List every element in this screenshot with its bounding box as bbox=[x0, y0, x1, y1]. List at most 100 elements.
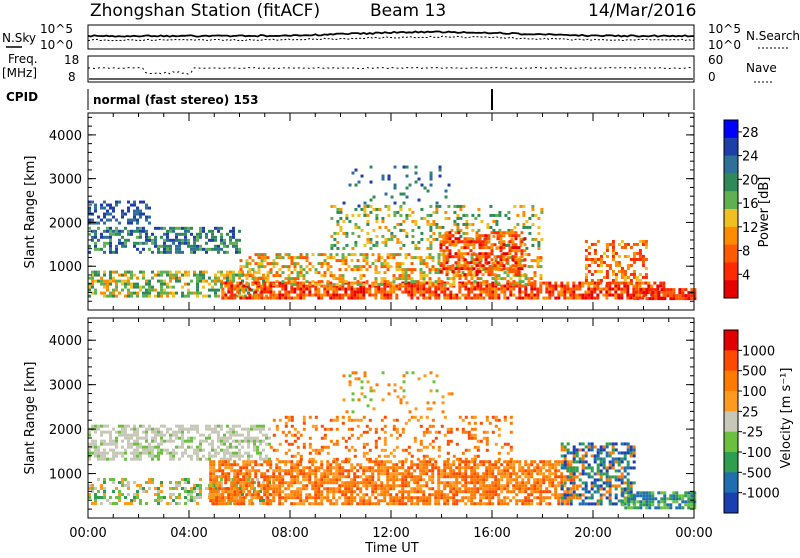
echo-cell bbox=[238, 434, 241, 437]
echo-cell bbox=[463, 237, 466, 240]
echo-cell bbox=[406, 175, 409, 178]
echo-cell bbox=[251, 484, 254, 487]
echo-cell bbox=[281, 475, 284, 478]
echo-cell bbox=[540, 256, 543, 259]
echo-cell bbox=[345, 259, 348, 262]
echo-cell bbox=[275, 463, 278, 466]
echo-cell bbox=[473, 487, 476, 490]
echo-cell bbox=[557, 297, 560, 300]
echo-cell bbox=[456, 214, 459, 217]
echo-cell bbox=[508, 267, 511, 270]
echo-cell bbox=[591, 273, 594, 276]
echo-cell bbox=[351, 232, 354, 235]
echo-cell bbox=[578, 294, 581, 297]
echo-cell bbox=[151, 440, 154, 443]
echo-cell bbox=[359, 294, 362, 297]
echo-cell bbox=[381, 262, 384, 265]
echo-cell bbox=[626, 285, 629, 288]
echo-cell bbox=[427, 190, 430, 193]
echo-cell bbox=[217, 434, 220, 437]
echo-cell bbox=[435, 431, 438, 434]
echo-cell bbox=[166, 236, 169, 239]
echo-cell bbox=[115, 496, 118, 499]
echo-cell bbox=[394, 202, 397, 205]
echo-cell bbox=[281, 481, 284, 484]
echo-cell bbox=[681, 297, 684, 300]
echo-cell bbox=[357, 437, 360, 440]
echo-cell bbox=[375, 443, 378, 446]
echo-cell bbox=[413, 487, 416, 490]
echo-cell bbox=[124, 452, 127, 455]
echo-cell bbox=[396, 446, 399, 449]
echo-cell bbox=[133, 274, 136, 277]
echo-cell bbox=[361, 175, 364, 178]
echo-cell bbox=[407, 493, 410, 496]
colorbar-segment bbox=[724, 209, 738, 227]
echo-cell bbox=[464, 502, 467, 505]
echo-cell bbox=[276, 274, 279, 277]
echo-cell bbox=[178, 496, 181, 499]
echo-cell bbox=[551, 294, 554, 297]
echo-cell bbox=[497, 502, 500, 505]
echo-cell bbox=[335, 463, 338, 466]
echo-cell bbox=[362, 291, 365, 294]
echo-cell bbox=[130, 233, 133, 236]
echo-cell bbox=[260, 496, 263, 499]
echo-cell bbox=[411, 455, 414, 458]
echo-cell bbox=[363, 431, 366, 434]
echo-cell bbox=[330, 244, 333, 247]
echo-cell bbox=[454, 243, 457, 246]
echo-cell bbox=[437, 493, 440, 496]
echo-cell bbox=[272, 487, 275, 490]
echo-cell bbox=[238, 425, 241, 428]
echo-cell bbox=[388, 175, 391, 178]
echo-cell bbox=[181, 286, 184, 289]
echo-cell bbox=[385, 193, 388, 196]
echo-cell bbox=[121, 452, 124, 455]
echo-cell bbox=[524, 475, 527, 478]
echo-cell bbox=[242, 463, 245, 466]
echo-cell bbox=[432, 220, 435, 223]
echo-cell bbox=[341, 490, 344, 493]
echo-cell bbox=[387, 455, 390, 458]
echo-cell bbox=[148, 236, 151, 239]
echo-cell bbox=[452, 502, 455, 505]
echo-cell bbox=[284, 481, 287, 484]
echo-cell bbox=[477, 449, 480, 452]
echo-cell bbox=[669, 294, 672, 297]
echo-cell bbox=[396, 262, 399, 265]
echo-cell bbox=[238, 452, 241, 455]
echo-cell bbox=[224, 502, 227, 505]
echo-cell bbox=[539, 499, 542, 502]
echo-cell bbox=[413, 285, 416, 288]
echo-cell bbox=[148, 487, 151, 490]
echo-cell bbox=[245, 466, 248, 469]
echo-cell bbox=[539, 502, 542, 505]
echo-cell bbox=[387, 238, 390, 241]
echo-cell bbox=[370, 199, 373, 202]
echo-cell bbox=[335, 478, 338, 481]
echo-cell bbox=[499, 246, 502, 249]
echo-cell bbox=[585, 264, 588, 267]
echo-cell bbox=[681, 288, 684, 291]
echo-cell bbox=[160, 434, 163, 437]
echo-cell bbox=[212, 487, 215, 490]
echo-cell bbox=[187, 440, 190, 443]
echo-cell bbox=[154, 289, 157, 292]
echo-cell bbox=[284, 282, 287, 285]
echo-cell bbox=[422, 297, 425, 300]
echo-cell bbox=[500, 469, 503, 472]
echo-cell bbox=[456, 443, 459, 446]
echo-cell bbox=[199, 478, 202, 481]
echo-cell bbox=[405, 253, 408, 256]
echo-cell bbox=[223, 443, 226, 446]
echo-cell bbox=[478, 243, 481, 246]
echo-cell bbox=[494, 490, 497, 493]
echo-cell bbox=[223, 449, 226, 452]
echo-cell bbox=[474, 455, 477, 458]
echo-cell bbox=[506, 460, 509, 463]
echo-cell bbox=[145, 437, 148, 440]
echo-cell bbox=[103, 431, 106, 434]
echo-cell bbox=[548, 282, 551, 285]
echo-cell bbox=[404, 469, 407, 472]
